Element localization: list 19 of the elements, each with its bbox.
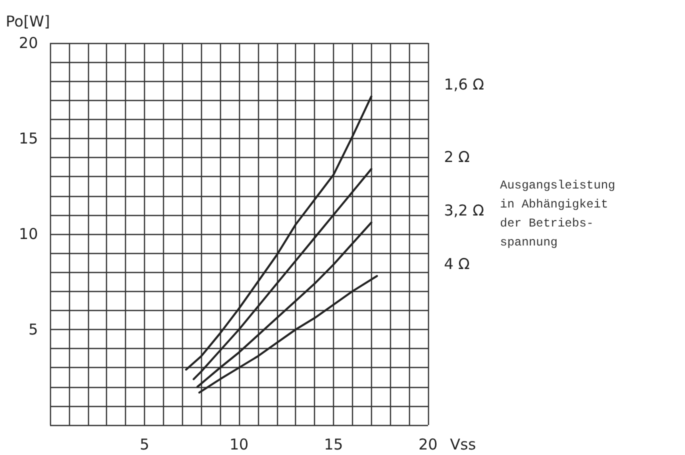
x-tick-label: 15 — [324, 436, 344, 454]
text: 2 Ω — [444, 148, 470, 166]
text: 1,6 Ω — [444, 75, 484, 94]
text: Ausgangsleistung in Abhängigkeit der Betriebs- spannung — [500, 178, 616, 250]
text: 4 Ω — [444, 255, 470, 274]
line-series — [192, 168, 372, 380]
line-series — [198, 275, 378, 394]
x-tick-label: 10 — [229, 436, 249, 454]
x-tick-label: 20 — [418, 436, 438, 454]
line-series — [185, 95, 372, 371]
y-tick-label: 20 — [18, 34, 38, 52]
text: 3,2 Ω — [444, 202, 484, 220]
line-series — [196, 222, 372, 388]
x-axis-title: Vss — [450, 436, 476, 454]
x-tick-label: 5 — [140, 436, 150, 454]
y-axis-title: Po[W] — [6, 12, 50, 30]
y-tick-label: 10 — [18, 225, 38, 243]
y-tick-label: 15 — [18, 130, 38, 148]
y-tick-label: 5 — [28, 320, 38, 338]
